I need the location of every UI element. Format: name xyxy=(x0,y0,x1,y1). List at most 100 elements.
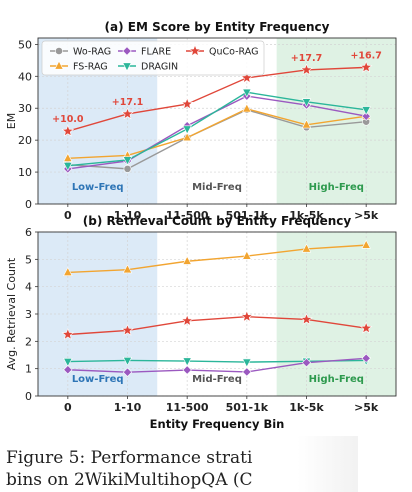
legend: Wo-RAG FS-RAG FLARE DRAGIN QuCo-RAG xyxy=(41,40,265,76)
data-point-dragin xyxy=(182,357,192,367)
annotation-gain: +17.7 xyxy=(291,53,322,64)
x-tick-label: 1-10 xyxy=(114,209,142,222)
x-tick-label: 11-500 xyxy=(166,401,209,414)
data-point-dragin xyxy=(301,98,312,108)
series-line-fs-rag xyxy=(67,244,367,274)
data-point-fs-rag xyxy=(63,267,73,276)
legend-label: FLARE xyxy=(141,47,171,58)
x-tick-label: 501-1k xyxy=(226,209,269,222)
annotation-gain: +10.0 xyxy=(52,114,84,125)
y-tick-label: 0 xyxy=(25,198,32,211)
data-point-fs-rag xyxy=(122,264,133,274)
data-point-dragin xyxy=(242,88,252,98)
data-point-quco-rag xyxy=(61,327,75,340)
y-tick-label: 40 xyxy=(18,70,32,83)
x-tick-label: 0 xyxy=(64,401,72,414)
legend-label: FS-RAG xyxy=(73,62,108,73)
region-label: Low-Freq xyxy=(72,182,124,193)
data-point-flare xyxy=(301,358,312,368)
x-tick-label: 1k-5k xyxy=(289,209,324,222)
data-point-flare xyxy=(242,367,252,377)
y-tick-label: 1 xyxy=(25,363,32,376)
data-point-flare xyxy=(361,353,371,363)
y-tick-label: 6 xyxy=(25,226,32,239)
legend-marker xyxy=(122,46,132,56)
data-point-fs-rag xyxy=(301,119,312,129)
data-point-dragin xyxy=(122,156,133,166)
y-tick-label: 50 xyxy=(18,38,32,51)
data-point-flare xyxy=(63,365,73,375)
data-point-flare xyxy=(361,111,371,121)
series-line-fs-rag xyxy=(67,108,367,160)
x-axis-label: Entity Frequency Bin xyxy=(150,417,285,431)
y-tick-label: 30 xyxy=(18,102,32,115)
y-tick-label: 3 xyxy=(25,308,32,321)
y-tick-label: 0 xyxy=(25,390,32,403)
data-point-flare xyxy=(122,367,133,377)
data-point-fs-rag xyxy=(182,255,192,265)
data-point-quco-rag xyxy=(300,312,313,325)
legend-marker xyxy=(188,44,202,57)
data-point-dragin xyxy=(122,356,133,366)
chart-title: (a) EM Score by Entity Frequency xyxy=(105,20,330,34)
plot-frame xyxy=(37,37,397,205)
data-point-quco-rag xyxy=(359,321,373,334)
legend-marker xyxy=(55,47,63,55)
series-line-quco-rag xyxy=(67,66,367,132)
region-label: High-Freq xyxy=(309,374,364,385)
x-tick-label: >5k xyxy=(354,209,379,222)
chart-panel-b: Low-Freq Mid-Freq High-Freq 0 1 2 3 4 5 6 0 1-10 11-… xyxy=(5,214,397,431)
data-point-dragin xyxy=(63,162,73,172)
y-tick-label: 2 xyxy=(25,335,32,348)
x-tick-label: 11-500 xyxy=(166,209,209,222)
y-tick-label: 5 xyxy=(25,253,32,266)
image-blur-overlay xyxy=(248,436,358,492)
legend-marker xyxy=(122,62,132,72)
legend-label: QuCo-RAG xyxy=(209,47,258,58)
data-point-fs-rag xyxy=(361,239,371,249)
y-axis-label: Avg. Retrieval Count xyxy=(5,257,18,370)
region-label: Mid-Freq xyxy=(192,374,242,385)
caption-line-2: bins on 2WikiMultihopQA (C xyxy=(6,470,253,490)
data-point-flare xyxy=(182,365,192,375)
series-line-quco-rag xyxy=(67,316,367,336)
x-tick-label: 501-1k xyxy=(226,401,269,414)
data-point-fs-rag xyxy=(242,250,252,260)
x-tick-label: 0 xyxy=(64,209,72,222)
legend-box xyxy=(41,40,265,76)
data-point-dragin xyxy=(242,358,252,368)
data-point-dragin xyxy=(182,125,192,135)
data-point-fs-rag xyxy=(63,152,73,162)
x-tick-label: 1k-5k xyxy=(289,401,324,414)
data-point-quco-rag xyxy=(359,60,373,73)
data-point-fs-rag xyxy=(242,103,252,113)
legend-marker xyxy=(54,60,64,70)
y-axis-label: EM xyxy=(5,113,18,129)
series-line-flare xyxy=(67,357,367,373)
data-point-fs-rag xyxy=(182,132,192,142)
annotation-gain: +17.1 xyxy=(112,97,143,108)
region-label: Low-Freq xyxy=(72,374,124,385)
caption-line-1: Figure 5: Performance strati xyxy=(6,448,253,468)
y-tick-label: 10 xyxy=(18,166,32,179)
data-point-wo-rag xyxy=(123,164,132,173)
figure-caption: Figure 5: Performance strati bins on 2Wi… xyxy=(6,447,406,491)
data-point-dragin xyxy=(63,358,73,368)
annotation-gain: +16.7 xyxy=(350,50,381,61)
data-point-quco-rag xyxy=(121,107,134,120)
region-low-freq xyxy=(38,232,158,396)
chart-title: (b) Retrieval Count by Entity Frequency xyxy=(83,214,352,228)
data-point-quco-rag xyxy=(121,323,134,336)
region-label: Mid-Freq xyxy=(192,182,242,193)
data-point-quco-rag xyxy=(180,314,194,327)
data-point-quco-rag xyxy=(240,310,254,323)
y-tick-label: 20 xyxy=(18,134,32,147)
data-point-quco-rag xyxy=(240,71,254,84)
chart-panel-a: Low-Freq Mid-Freq High-Freq 0 10 20 30 40 50 0 1-1… xyxy=(5,20,397,222)
region-high-freq xyxy=(276,232,396,396)
region-label: High-Freq xyxy=(309,182,364,193)
x-tick-label: >5k xyxy=(354,401,379,414)
data-point-fs-rag xyxy=(301,243,312,253)
data-point-quco-rag xyxy=(180,97,194,110)
